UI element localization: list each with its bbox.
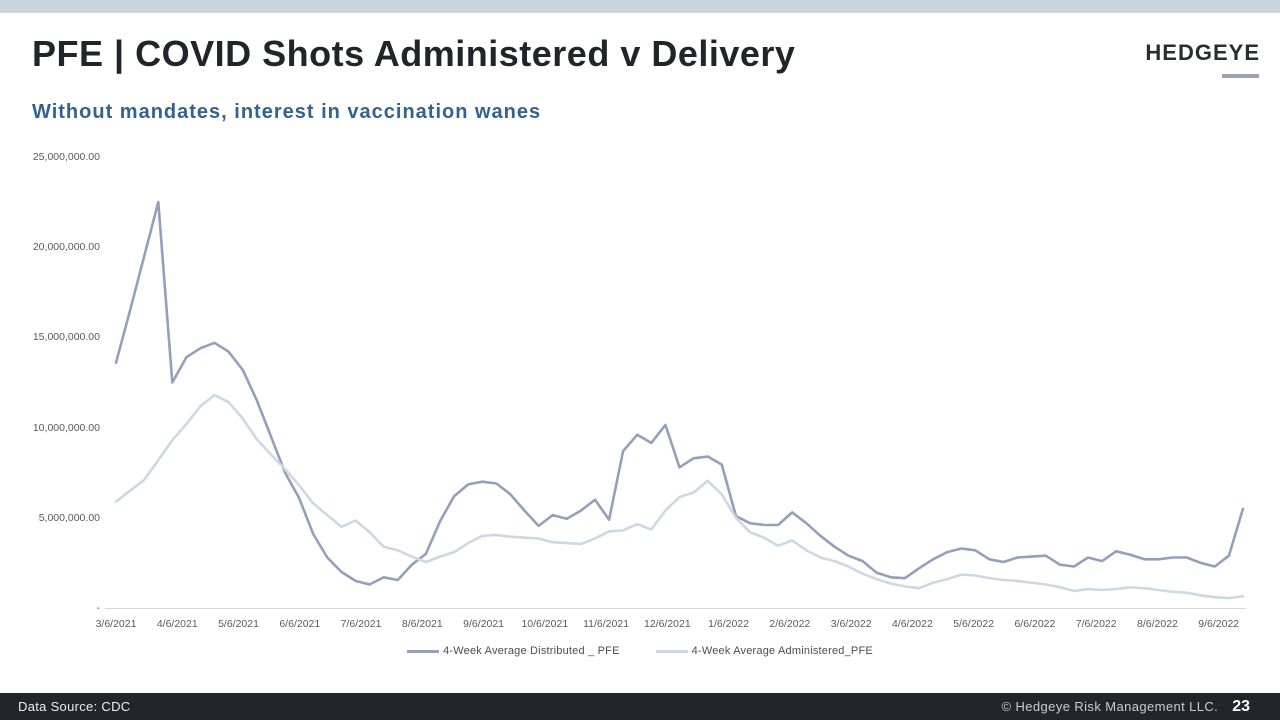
chart-legend: 4-Week Average Distributed _ PFE 4-Week … xyxy=(0,645,1280,657)
x-axis-tick-label: 3/6/2022 xyxy=(830,618,872,630)
x-axis-tick-label: 11/6/2021 xyxy=(583,618,630,630)
x-axis-tick-label: 3/6/2021 xyxy=(95,618,137,630)
administered-legend-label: 4-Week Average Administered_PFE xyxy=(691,645,873,657)
x-axis-tick-label: 8/6/2022 xyxy=(1137,618,1178,630)
data-source-label: Data Source: CDC xyxy=(18,699,131,714)
administered-line xyxy=(114,393,1245,600)
top-accent-bar xyxy=(0,0,1280,13)
copyright-label: © Hedgeye Risk Management LLC. xyxy=(1001,699,1219,714)
y-axis-tick-label: 25,000,000.00 xyxy=(32,151,100,163)
x-axis-tick-label: 4/6/2021 xyxy=(156,618,198,630)
page-subtitle: Without mandates, interest in vaccinatio… xyxy=(32,101,542,123)
distributed-line xyxy=(114,200,1245,586)
x-axis-tick-label: 7/6/2021 xyxy=(340,618,382,630)
x-axis-tick-label: 7/6/2022 xyxy=(1075,618,1117,630)
x-axis-tick-label: 5/6/2022 xyxy=(953,618,995,630)
x-axis-tick-label: 9/6/2021 xyxy=(463,618,504,630)
distributed-legend-swatch xyxy=(407,649,440,653)
x-axis-tick-label: 6/6/2022 xyxy=(1014,618,1056,630)
x-axis-tick-label: 1/6/2022 xyxy=(708,618,750,630)
y-axis-tick-label: 5,000,000.00 xyxy=(38,511,100,524)
logo-underline xyxy=(1222,74,1259,78)
x-axis-tick-label: 12/6/2021 xyxy=(643,618,691,630)
x-axis-tick-label: 6/6/2021 xyxy=(279,618,321,630)
x-axis-tick-label: 10/6/2021 xyxy=(521,618,569,630)
x-axis-tick-label: 8/6/2021 xyxy=(401,618,443,630)
x-axis-tick-label: 2/6/2022 xyxy=(769,618,811,630)
distributed-legend-label: 4-Week Average Distributed _ PFE xyxy=(443,645,620,657)
legend-item-distributed: 4-Week Average Distributed _ PFE xyxy=(407,645,620,657)
legend-item-administered: 4-Week Average Administered_PFE xyxy=(655,645,873,657)
y-axis-tick-label: - xyxy=(96,602,101,614)
administered-legend-swatch xyxy=(655,649,688,653)
x-axis-tick-label: 4/6/2022 xyxy=(891,618,933,630)
x-axis-tick-label: 5/6/2021 xyxy=(218,618,259,630)
footer-right-group: © Hedgeye Risk Management LLC. 23 xyxy=(1002,698,1250,716)
x-axis-tick-label: 9/6/2022 xyxy=(1198,618,1240,630)
page-title: PFE | COVID Shots Administered v Deliver… xyxy=(32,33,796,74)
footer-bar: Data Source: CDC © Hedgeye Risk Manageme… xyxy=(0,693,1280,720)
x-axis-line xyxy=(105,608,1246,609)
y-axis-tick-label: 15,000,000.00 xyxy=(32,331,100,344)
y-axis-tick-label: 10,000,000.00 xyxy=(32,421,100,434)
hedgeye-logo: HEDGEYE xyxy=(1145,40,1260,65)
page-number: 23 xyxy=(1232,697,1250,715)
y-axis-tick-label: 20,000,000.00 xyxy=(32,241,100,254)
